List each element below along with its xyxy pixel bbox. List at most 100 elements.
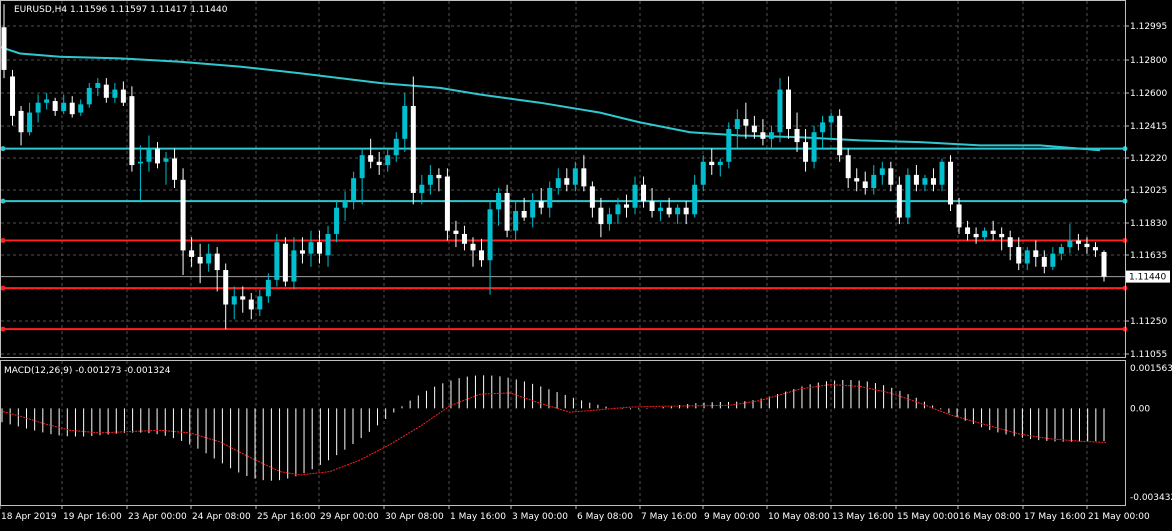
current-price-label: 1.11440 [1129,273,1166,283]
candle-body [189,250,195,257]
candle [1050,247,1056,271]
candle-body [598,207,604,225]
candle-body [564,178,570,185]
candle-body [794,128,800,143]
x-tick-label: 9 May 00:00 [704,512,760,522]
candle-body [828,115,834,123]
candle [257,289,263,316]
candle-body [999,233,1005,238]
candle-body [726,128,732,162]
candle-body [240,296,246,300]
candle [777,78,783,143]
candle [581,155,587,192]
candle [291,237,297,290]
candle [325,225,331,267]
candle-body [623,204,629,208]
candle-body [317,242,323,254]
candle-body [1033,250,1039,257]
y-tick-label: 1.12800 [1130,56,1167,66]
candle-body [948,161,954,205]
candle-body [641,184,647,202]
x-tick-label: 23 Apr 00:00 [128,512,187,522]
candle-body [120,89,126,103]
candle-body [479,250,485,261]
candle [1084,237,1090,254]
candle [794,112,800,152]
candle [939,158,945,192]
candle-body [1101,252,1107,277]
candle-body [837,115,843,156]
candle-body [359,155,365,179]
x-tick-label: 10 May 08:00 [768,512,830,522]
candle-body [717,161,723,166]
candle-body [615,204,621,215]
candle [487,201,493,295]
candle-body [1024,250,1030,264]
candle-body [274,242,280,280]
candle [504,184,510,238]
candle-body [777,89,783,133]
candle-body [444,176,450,231]
candle [564,168,570,192]
candle [888,161,894,192]
candle-body [18,110,24,133]
candle [1033,240,1039,267]
candle [1041,250,1047,274]
candle [308,230,314,267]
candle [785,76,791,139]
candle [717,158,723,177]
candle-body [692,184,698,215]
y-tick-label: 1.12415 [1130,122,1167,132]
candle-body [112,89,118,98]
level-handle [0,198,6,204]
x-tick-label: 16 May 08:00 [959,512,1021,522]
candle-body [393,138,399,156]
y-tick-label: 1.12220 [1130,154,1167,164]
candle [180,168,186,275]
candle [803,128,809,172]
candle [1067,224,1073,254]
candle [120,81,126,106]
candle-body [990,230,996,234]
candle-body [95,83,101,88]
candle [342,191,348,221]
level-handle [0,238,6,244]
candle-body [52,101,58,111]
candle-body [572,168,578,185]
candle [410,76,416,205]
candle-body [589,186,595,208]
x-tick-label: 30 Apr 08:00 [385,512,444,522]
candle [760,119,766,146]
candle-body [965,227,971,234]
candle [78,99,84,116]
candle-body [180,179,186,251]
candle-body [862,181,868,189]
candle [820,115,826,149]
candle [547,181,553,218]
candle-body [487,209,493,261]
candle-body [44,99,50,103]
x-tick-label: 18 Apr 2019 [1,512,57,522]
horizontal-levels[interactable] [0,146,1128,332]
candle-body [803,142,809,162]
candle-body [845,155,851,179]
x-tick-label: 19 Apr 16:00 [63,512,122,522]
candle [317,230,323,264]
candle-body [223,270,229,305]
candle [69,96,75,118]
candle-body [368,155,374,162]
macd-y-tick-label: 0.00 [1130,404,1150,414]
candle-body [658,207,664,211]
candle [871,165,877,195]
candle-body [751,125,757,133]
candle [351,171,357,210]
candle [751,115,757,139]
candle [922,174,928,192]
candle [419,174,425,205]
candle-body [427,174,433,185]
candle-body [956,204,962,228]
macd-signal-line [0,384,1107,476]
candle-body [530,201,536,218]
candle-body [743,119,749,126]
